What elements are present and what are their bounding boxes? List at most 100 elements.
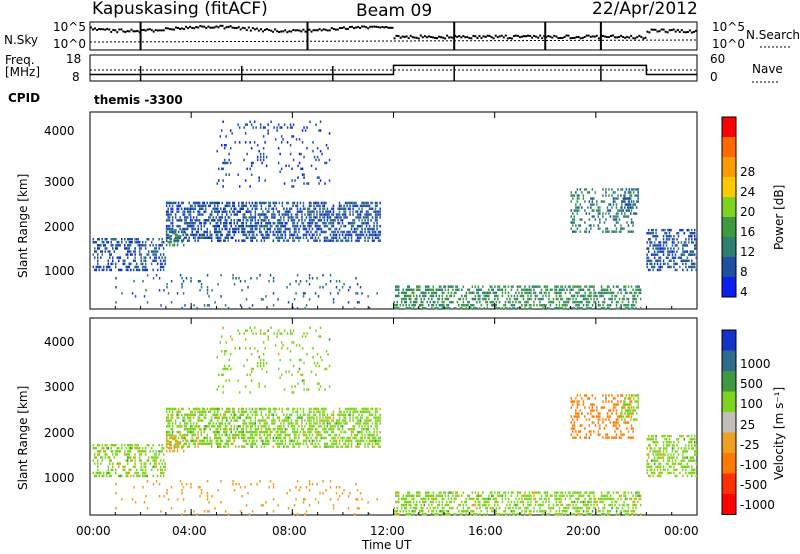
velocity-cell [218, 436, 220, 440]
power-cell [434, 307, 436, 310]
power-cell [694, 253, 696, 256]
velocity-cell [241, 407, 243, 411]
power-cell [167, 292, 170, 295]
power-cell [510, 288, 513, 291]
power-cell [206, 236, 208, 239]
power-cell [308, 201, 311, 205]
power-cell [199, 289, 201, 292]
velocity-cell [374, 425, 377, 428]
power-cell [367, 295, 369, 298]
nsky-point [587, 34, 590, 37]
velocity-cell [278, 416, 281, 419]
power-cell [137, 268, 139, 272]
power-cell [179, 234, 182, 238]
power-cell [239, 280, 242, 283]
power-cell [364, 216, 366, 219]
power-cell [338, 236, 341, 239]
power-cell [248, 307, 251, 310]
power-cell [682, 228, 684, 232]
power-cell [606, 285, 609, 288]
velocity-cell [485, 503, 487, 507]
power-cell [566, 288, 568, 291]
power-cell [576, 227, 579, 230]
power-cell [676, 262, 678, 266]
velocity-cell [220, 445, 222, 448]
velocity-cell [476, 494, 478, 497]
power-cell [248, 224, 251, 228]
power-cell [198, 236, 201, 239]
velocity-cell [320, 436, 323, 440]
power-cell [200, 233, 202, 237]
power-cell [591, 197, 594, 200]
power-cell [305, 236, 308, 239]
velocity-cell [191, 436, 193, 440]
power-cell [177, 207, 180, 210]
power-cell [98, 244, 100, 247]
power-cell [349, 210, 351, 213]
nsky-point [512, 35, 515, 38]
power-cell [395, 307, 397, 310]
velocity-cell [536, 500, 538, 504]
power-cell [289, 207, 291, 210]
power-cell [260, 239, 263, 242]
power-cell [482, 291, 484, 295]
power-cell [185, 207, 187, 210]
velocity-cell [185, 425, 187, 428]
power-cell [100, 250, 102, 253]
velocity-cell [319, 439, 321, 443]
power-cell [104, 238, 106, 241]
velocity-cell [374, 436, 377, 440]
power-cell [615, 300, 618, 304]
velocity-cell [278, 407, 281, 411]
velocity-cell [143, 465, 145, 468]
power-cell [156, 268, 159, 272]
power-cell [131, 238, 133, 241]
power-frame [89, 111, 698, 310]
velocity-cell [341, 439, 344, 443]
power-cell [206, 233, 208, 237]
velocity-cell [326, 422, 329, 425]
velocity-cell [152, 465, 154, 468]
nsky-point [474, 35, 477, 38]
power-cell [189, 210, 192, 213]
power-cell [479, 294, 481, 298]
power-cell [567, 285, 570, 288]
power-cell [635, 291, 637, 295]
power-cell [165, 236, 168, 239]
power-cell [248, 210, 251, 213]
velocity-cell [92, 471, 94, 475]
power-cell [197, 213, 199, 216]
velocity-cell [435, 510, 438, 513]
velocity-cell [144, 468, 147, 472]
power-cell [338, 210, 341, 213]
velocity-cell [232, 416, 234, 419]
power-cell [214, 230, 216, 234]
power-cell [185, 227, 187, 231]
power-cell [405, 297, 407, 301]
power-cell [576, 285, 579, 288]
power-cell [462, 304, 465, 307]
velocity-cell [447, 510, 450, 513]
power-cell [211, 233, 213, 237]
power-cell [578, 304, 580, 307]
power-cell [361, 204, 363, 208]
velocity-cell [302, 442, 305, 445]
velocity-cell [437, 494, 439, 497]
velocity-cell [528, 494, 531, 497]
velocity-cell [203, 442, 205, 445]
power-cell [584, 188, 586, 191]
velocity-cell [431, 503, 433, 507]
velocity-cell [395, 500, 397, 504]
xtick-3: 12:00 [370, 524, 405, 538]
power-cell [245, 233, 248, 237]
velocity-cell [192, 442, 195, 445]
power-cell [180, 207, 183, 210]
velocity-cell [377, 419, 380, 422]
power-cell [468, 300, 471, 304]
power-cell [127, 256, 129, 259]
power-cell [578, 288, 580, 291]
power-cell [143, 265, 145, 269]
power-cell [221, 210, 223, 213]
power-cell [317, 201, 320, 205]
power-cell [417, 285, 419, 288]
